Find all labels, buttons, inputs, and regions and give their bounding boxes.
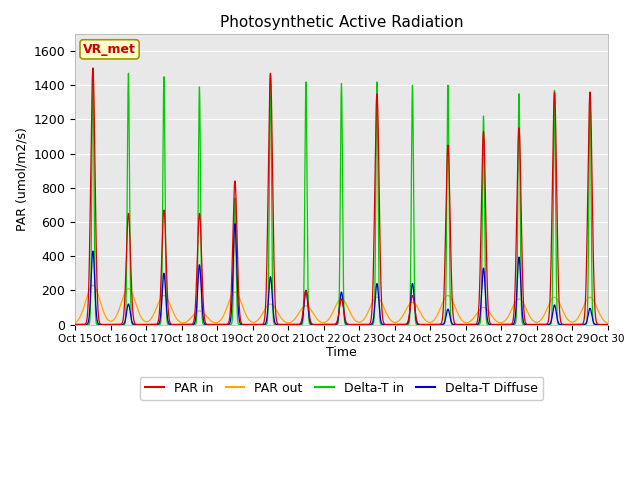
Text: VR_met: VR_met	[83, 43, 136, 56]
Legend: PAR in, PAR out, Delta-T in, Delta-T Diffuse: PAR in, PAR out, Delta-T in, Delta-T Dif…	[140, 377, 543, 400]
Title: Photosynthetic Active Radiation: Photosynthetic Active Radiation	[220, 15, 463, 30]
Y-axis label: PAR (umol/m2/s): PAR (umol/m2/s)	[15, 127, 28, 231]
X-axis label: Time: Time	[326, 346, 357, 359]
